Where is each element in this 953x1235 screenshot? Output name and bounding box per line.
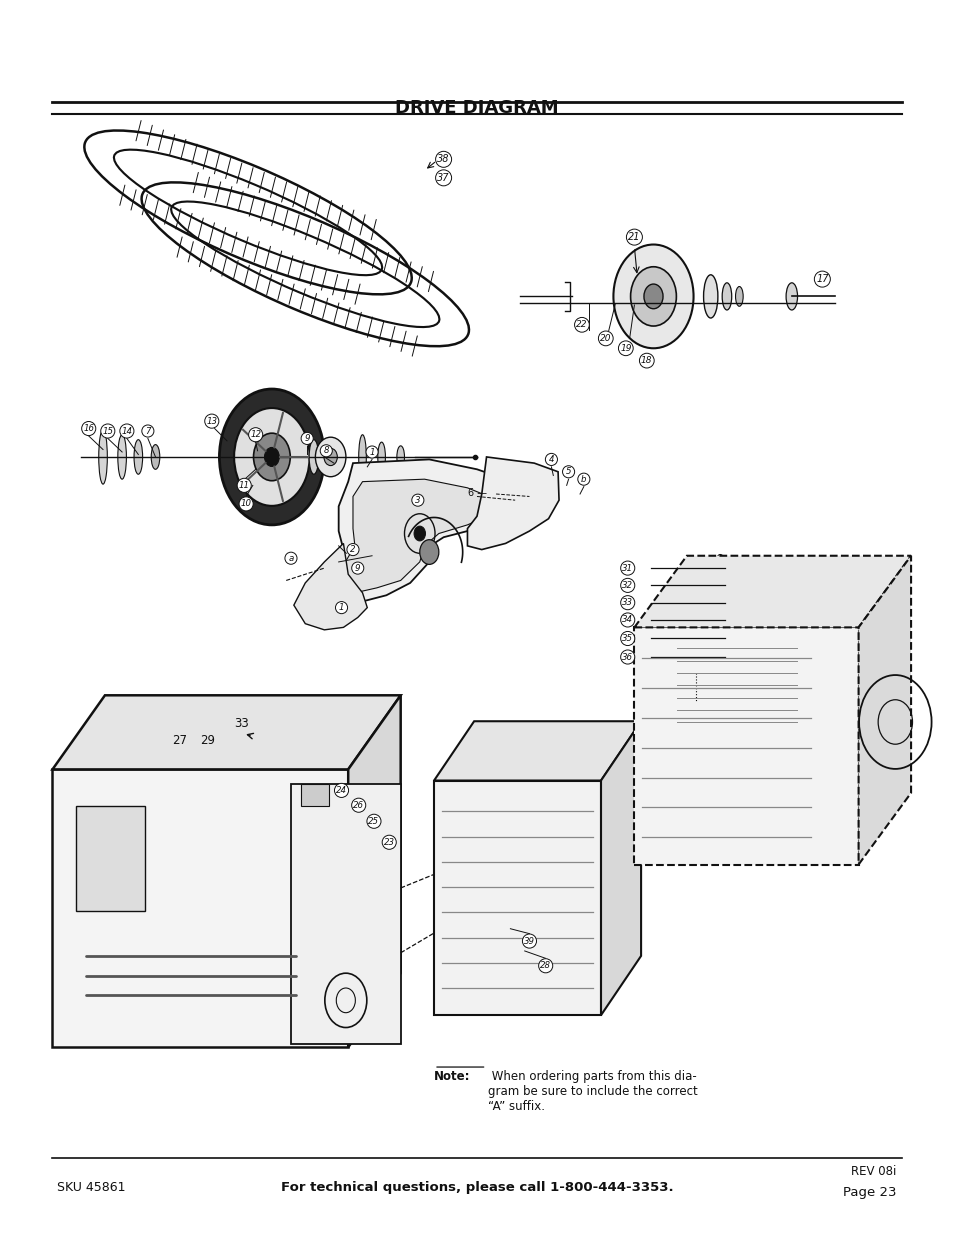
Text: 33: 33 <box>621 598 633 608</box>
Polygon shape <box>634 627 858 864</box>
Text: 6 —: 6 — <box>467 488 486 498</box>
Polygon shape <box>434 721 640 781</box>
Text: 27: 27 <box>172 735 187 747</box>
Ellipse shape <box>309 440 318 474</box>
Text: For technical questions, please call 1-800-444-3353.: For technical questions, please call 1-8… <box>280 1181 673 1194</box>
Ellipse shape <box>721 283 731 310</box>
Text: 26: 26 <box>353 800 364 810</box>
Text: 31: 31 <box>621 563 633 573</box>
Text: 2: 2 <box>350 545 355 555</box>
Text: 23: 23 <box>383 837 395 847</box>
Polygon shape <box>329 459 522 603</box>
Polygon shape <box>634 556 910 627</box>
Text: b: b <box>580 474 586 484</box>
Ellipse shape <box>785 283 797 310</box>
Ellipse shape <box>358 435 366 479</box>
Text: 9: 9 <box>304 433 310 443</box>
Ellipse shape <box>714 643 725 671</box>
Text: 35: 35 <box>621 634 633 643</box>
Text: 32: 32 <box>621 580 633 590</box>
Polygon shape <box>434 781 600 1015</box>
Text: SKU 45861: SKU 45861 <box>57 1181 126 1194</box>
Text: 14: 14 <box>121 426 132 436</box>
Text: a: a <box>288 553 294 563</box>
Text: 39: 39 <box>523 936 535 946</box>
Polygon shape <box>858 556 910 864</box>
Circle shape <box>613 245 693 348</box>
Text: 38: 38 <box>436 154 450 164</box>
Text: 34: 34 <box>621 615 633 625</box>
Text: 24: 24 <box>335 785 347 795</box>
Circle shape <box>419 540 438 564</box>
Text: 16: 16 <box>83 424 94 433</box>
Circle shape <box>333 877 348 897</box>
Text: DRIVE DIAGRAM: DRIVE DIAGRAM <box>395 99 558 117</box>
Ellipse shape <box>714 589 725 616</box>
Text: 21: 21 <box>627 232 640 242</box>
Polygon shape <box>300 784 329 806</box>
Text: 15: 15 <box>102 426 113 436</box>
Text: 1: 1 <box>338 603 344 613</box>
FancyBboxPatch shape <box>672 603 877 741</box>
Ellipse shape <box>714 555 725 582</box>
Polygon shape <box>345 479 500 593</box>
Text: 29: 29 <box>200 735 215 747</box>
Text: 5: 5 <box>565 467 571 477</box>
Polygon shape <box>291 784 400 1044</box>
Polygon shape <box>294 543 367 630</box>
Text: 11: 11 <box>238 480 250 490</box>
Text: 20: 20 <box>599 333 611 343</box>
Ellipse shape <box>118 435 126 479</box>
Text: 7: 7 <box>145 426 151 436</box>
Circle shape <box>264 447 279 467</box>
Circle shape <box>324 448 337 466</box>
Circle shape <box>233 408 310 506</box>
Ellipse shape <box>735 287 742 306</box>
Ellipse shape <box>714 606 725 634</box>
Circle shape <box>630 267 676 326</box>
Polygon shape <box>600 721 640 1015</box>
Polygon shape <box>348 695 400 1047</box>
Circle shape <box>315 437 346 477</box>
Ellipse shape <box>98 430 107 484</box>
Text: 18: 18 <box>640 356 652 366</box>
Circle shape <box>333 988 348 1008</box>
Text: 17: 17 <box>815 274 828 284</box>
Text: 28: 28 <box>539 961 551 971</box>
Polygon shape <box>467 457 558 550</box>
Polygon shape <box>52 769 348 1047</box>
Ellipse shape <box>151 445 159 469</box>
Text: 25: 25 <box>368 816 379 826</box>
Text: 12: 12 <box>250 430 261 440</box>
Text: 8: 8 <box>323 446 329 456</box>
Ellipse shape <box>396 446 404 468</box>
Text: 1: 1 <box>369 447 375 457</box>
Text: 9: 9 <box>355 563 360 573</box>
Text: Page 23: Page 23 <box>842 1186 896 1199</box>
Ellipse shape <box>702 275 717 317</box>
Text: 10: 10 <box>240 499 252 509</box>
Ellipse shape <box>714 572 725 599</box>
Circle shape <box>414 526 425 541</box>
Text: 13: 13 <box>206 416 217 426</box>
Polygon shape <box>52 695 400 769</box>
Circle shape <box>219 389 324 525</box>
FancyBboxPatch shape <box>76 806 145 911</box>
Text: 19: 19 <box>619 343 631 353</box>
Text: 33: 33 <box>233 718 249 730</box>
Text: 4: 4 <box>548 454 554 464</box>
Ellipse shape <box>714 625 725 652</box>
Text: 37: 37 <box>436 173 450 183</box>
Ellipse shape <box>133 440 143 474</box>
Text: 22: 22 <box>576 320 587 330</box>
Circle shape <box>333 790 348 810</box>
Ellipse shape <box>377 442 385 472</box>
Circle shape <box>253 433 290 480</box>
Text: REV 08i: REV 08i <box>850 1165 896 1178</box>
Text: Note:: Note: <box>434 1070 470 1083</box>
Circle shape <box>643 284 662 309</box>
Text: 36: 36 <box>621 652 633 662</box>
Text: 3: 3 <box>415 495 420 505</box>
Text: When ordering parts from this dia-
gram be sure to include the correct
“A” suffi: When ordering parts from this dia- gram … <box>488 1070 698 1113</box>
